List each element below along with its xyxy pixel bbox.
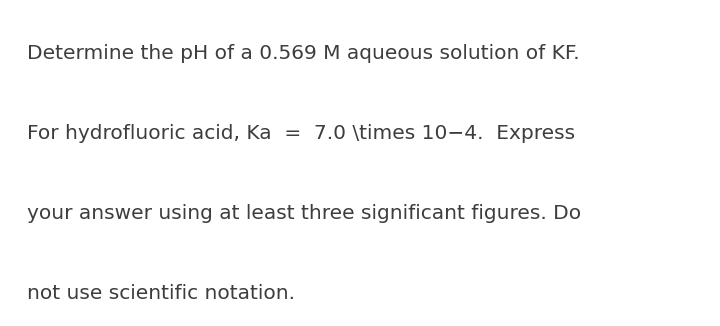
Text: not use scientific notation.: not use scientific notation.	[27, 284, 295, 303]
Text: your answer using at least three significant figures. Do: your answer using at least three signifi…	[27, 204, 582, 223]
Text: For hydrofluoric acid, Ka  =  7.0 \times 10−4.  Express: For hydrofluoric acid, Ka = 7.0 \times 1…	[27, 124, 575, 143]
Text: Determine the pH of a 0.569 M aqueous solution of KF.: Determine the pH of a 0.569 M aqueous so…	[27, 44, 580, 63]
